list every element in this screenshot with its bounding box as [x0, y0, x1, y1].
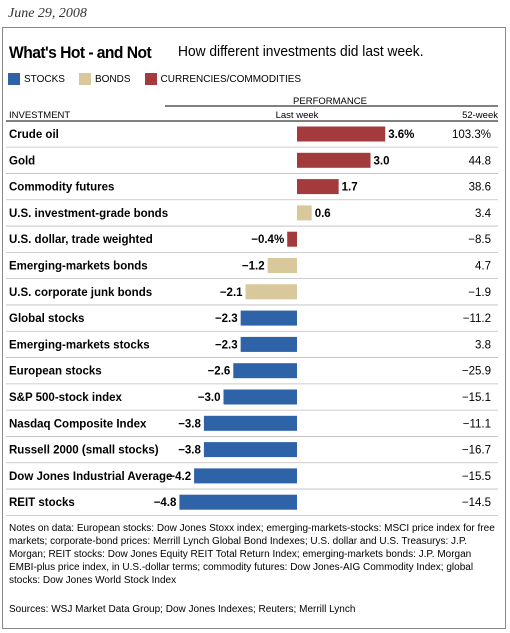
value-label: −2.6 — [208, 366, 231, 378]
date-line: June 29, 2008 — [8, 6, 87, 21]
bar — [233, 363, 297, 379]
bar — [287, 231, 297, 247]
bar — [267, 258, 297, 273]
week52-value: −25.9 — [462, 366, 491, 378]
legend: STOCKS BONDS CURRENCIES/COMMODITIES — [8, 73, 315, 85]
week52-value: −8.5 — [468, 234, 491, 246]
category-label: Emerging-markets bonds — [9, 261, 148, 273]
legend-swatch-bonds — [78, 73, 91, 85]
category-label: U.S. corporate junk bonds — [9, 287, 152, 299]
category-label: S&P 500-stock index — [9, 392, 123, 404]
category-label: Crude oil — [9, 129, 59, 141]
category-label: Dow Jones Industrial Average — [9, 471, 172, 483]
category-label: Global stocks — [9, 313, 84, 325]
week52-value: −11.1 — [463, 418, 491, 430]
week52-value: 4.7 — [475, 261, 491, 273]
value-label: −2.1 — [220, 287, 243, 299]
category-label: Nasdaq Composite Index — [9, 418, 147, 430]
week52-value: −11.2 — [463, 313, 491, 325]
week52-value: 44.8 — [469, 155, 491, 167]
value-label: −3.8 — [178, 418, 201, 430]
bar — [297, 126, 386, 142]
bar — [297, 205, 312, 221]
bar — [297, 179, 339, 195]
week52-value: 103.3% — [452, 129, 491, 141]
investment-header: INVESTMENT — [9, 110, 70, 121]
bar — [240, 310, 297, 326]
value-label: 3.0 — [374, 155, 390, 167]
graphic-frame — [2, 27, 506, 629]
category-label: Emerging-markets stocks — [9, 339, 150, 351]
performance-header: PERFORMANCE — [293, 96, 367, 107]
bar — [297, 152, 371, 168]
week52-value: 3.4 — [475, 208, 492, 220]
legend-item-bonds: BONDS — [78, 73, 131, 85]
week52-value: −15.1 — [462, 392, 491, 404]
legend-swatch-currencies-commodities — [144, 73, 157, 85]
week52-value: −1.9 — [468, 287, 491, 299]
week52-value: −14.5 — [462, 497, 491, 509]
value-label: −4.8 — [154, 497, 177, 509]
value-label: −0.4% — [251, 234, 284, 246]
value-label: −2.3 — [215, 313, 238, 325]
category-label: European stocks — [9, 366, 102, 378]
bar — [194, 468, 297, 484]
value-label: −4.2 — [168, 471, 191, 483]
week52-value: −15.5 — [462, 471, 491, 483]
value-label: −2.3 — [215, 339, 238, 351]
category-label: REIT stocks — [9, 497, 75, 509]
chart-subtitle: How different investments did last week. — [178, 44, 424, 60]
value-label: −3.0 — [198, 392, 221, 404]
bar — [245, 284, 297, 300]
notes-on-data: Notes on data: European stocks: Dow Jone… — [9, 523, 495, 586]
legend-swatch-stocks — [8, 73, 20, 85]
value-label: −1.2 — [242, 261, 265, 273]
bar — [203, 442, 297, 458]
category-label: U.S. dollar, trade weighted — [9, 234, 153, 246]
value-label: −3.8 — [178, 445, 201, 457]
value-label: 1.7 — [342, 182, 358, 194]
week52-value: 38.6 — [469, 182, 491, 194]
category-label: Gold — [9, 155, 35, 167]
bar — [240, 336, 297, 352]
chart-title: What's Hot - and Not — [9, 43, 152, 62]
week52-value: 3.8 — [475, 339, 491, 351]
bar — [223, 389, 297, 405]
value-label: 0.6 — [315, 208, 331, 220]
legend-item-stocks: STOCKS — [8, 73, 65, 85]
legend-label-stocks: STOCKS — [24, 73, 65, 85]
last-week-header: Last week — [276, 110, 319, 121]
category-label: Russell 2000 (small stocks) — [9, 445, 159, 457]
bar — [179, 494, 297, 510]
sources: Sources: WSJ Market Data Group; Dow Jone… — [9, 604, 356, 615]
category-label: Commodity futures — [9, 182, 114, 194]
bar — [203, 415, 297, 431]
week52-header: 52-week — [462, 110, 498, 121]
legend-label-currencies-commodities: CURRENCIES/COMMODITIES — [160, 73, 302, 85]
legend-item-currencies-commodities: CURRENCIES/COMMODITIES — [144, 73, 302, 85]
week52-value: −16.7 — [462, 445, 491, 457]
legend-label-bonds: BONDS — [94, 73, 131, 85]
category-label: U.S. investment-grade bonds — [9, 208, 168, 220]
value-label: 3.6% — [388, 129, 414, 141]
